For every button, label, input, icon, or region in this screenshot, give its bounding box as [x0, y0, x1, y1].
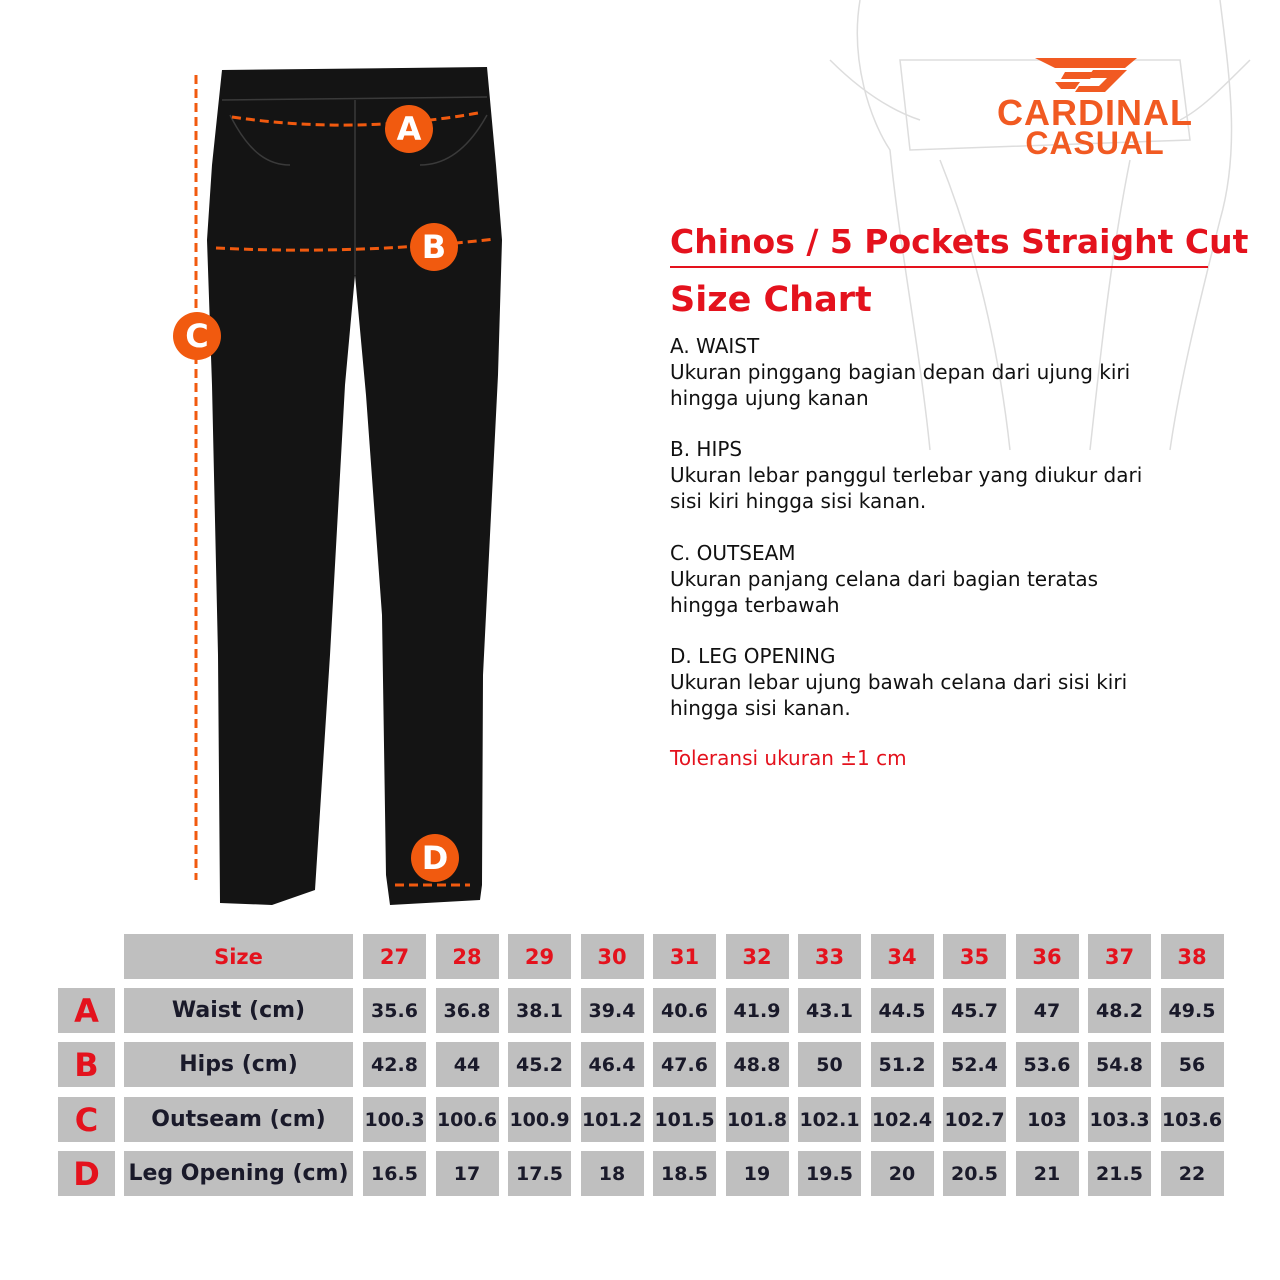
cardinal-logo-mark — [1035, 58, 1137, 92]
description-text: Ukuran lebar ujung bawah celana dari sis… — [670, 670, 1128, 720]
description-text: Ukuran panjang celana dari bagian terata… — [670, 567, 1099, 617]
measurement-cell: 101.5 — [653, 1097, 716, 1142]
size-header-cell: 32 — [725, 934, 789, 979]
measurement-cell: 19 — [725, 1151, 789, 1196]
size-header-cell: 35 — [943, 934, 1006, 979]
size-header-cell: 28 — [435, 934, 499, 979]
title-divider — [670, 266, 1208, 268]
measurement-cell: 50 — [798, 1042, 861, 1087]
row-letter: B — [58, 1042, 115, 1087]
measurement-cell: 47 — [1015, 988, 1079, 1033]
size-header-cell: 38 — [1160, 934, 1224, 979]
row-label: Outseam (cm) — [124, 1097, 353, 1142]
description-heading: A. WAIST — [670, 334, 760, 358]
measurement-cell: 53.6 — [1015, 1042, 1079, 1087]
measurement-cell: 102.1 — [798, 1097, 861, 1142]
product-title: Chinos / 5 Pockets Straight Cut — [670, 222, 1249, 261]
measurement-cell: 49.5 — [1160, 988, 1224, 1033]
measurement-cell: 100.6 — [435, 1097, 499, 1142]
measurement-cell: 41.9 — [725, 988, 789, 1033]
brand-line-1: CARDINAL — [997, 92, 1193, 133]
measurement-cell: 45.2 — [508, 1042, 571, 1087]
pants-illustration — [194, 67, 502, 905]
description-text: Ukuran pinggang bagian depan dari ujung … — [670, 360, 1131, 410]
measurement-cell: 36.8 — [435, 988, 499, 1033]
measurement-cell: 21.5 — [1088, 1151, 1151, 1196]
measurement-cell: 39.4 — [580, 988, 644, 1033]
description-text: Ukuran lebar panggul terlebar yang diuku… — [670, 463, 1143, 513]
measurement-cell: 22 — [1160, 1151, 1224, 1196]
size-header-cell: 27 — [363, 934, 426, 979]
measurement-cell: 21 — [1015, 1151, 1079, 1196]
description-waist: A. WAIST Ukuran pinggang bagian depan da… — [670, 333, 1170, 411]
row-label: Waist (cm) — [124, 988, 353, 1033]
measurement-cell: 38.1 — [508, 988, 571, 1033]
measurement-cell: 18.5 — [653, 1151, 716, 1196]
measurement-cell: 48.2 — [1088, 988, 1151, 1033]
description-heading: D. LEG OPENING — [670, 644, 836, 668]
brand-logo: CARDINAL CASUAL — [980, 92, 1210, 161]
brand-line-2: CASUAL — [1025, 125, 1165, 161]
description-heading: B. HIPS — [670, 437, 743, 461]
marker-a: A — [385, 105, 433, 153]
size-header-cell: 34 — [870, 934, 934, 979]
measurement-cell: 44 — [435, 1042, 499, 1087]
measurement-cell: 35.6 — [363, 988, 426, 1033]
measurement-cell: 47.6 — [653, 1042, 716, 1087]
tolerance-note: Toleransi ukuran ±1 cm — [670, 746, 907, 770]
measurement-cell: 20 — [870, 1151, 934, 1196]
size-header-label: Size — [124, 934, 353, 979]
measurement-cell: 52.4 — [943, 1042, 1006, 1087]
measurement-cell: 54.8 — [1088, 1042, 1151, 1087]
description-leg-opening: D. LEG OPENING Ukuran lebar ujung bawah … — [670, 643, 1170, 721]
measurement-cell: 43.1 — [798, 988, 861, 1033]
marker-b: B — [410, 223, 458, 271]
measurement-cell: 17.5 — [508, 1151, 571, 1196]
measurement-cell: 48.8 — [725, 1042, 789, 1087]
size-header-cell: 31 — [653, 934, 716, 979]
size-chart-heading: Size Chart — [670, 280, 872, 320]
measurement-cell: 56 — [1160, 1042, 1224, 1087]
measurement-cell: 103 — [1015, 1097, 1079, 1142]
marker-d: D — [411, 834, 459, 882]
measurement-cell: 102.4 — [870, 1097, 934, 1142]
measurement-cell: 46.4 — [580, 1042, 644, 1087]
measurement-cell: 101.2 — [580, 1097, 644, 1142]
marker-c: C — [173, 312, 221, 360]
measurement-cell: 103.6 — [1160, 1097, 1224, 1142]
measurement-cell: 19.5 — [798, 1151, 861, 1196]
measurement-cell: 51.2 — [870, 1042, 934, 1087]
size-header-cell: 30 — [580, 934, 644, 979]
description-heading: C. OUTSEAM — [670, 541, 796, 565]
row-letter: A — [58, 988, 115, 1033]
row-label: Hips (cm) — [124, 1042, 353, 1087]
measurement-cell: 45.7 — [943, 988, 1006, 1033]
measurement-cell: 44.5 — [870, 988, 934, 1033]
row-letter: C — [58, 1097, 115, 1142]
measurement-cell: 17 — [435, 1151, 499, 1196]
measurement-cell: 16.5 — [363, 1151, 426, 1196]
size-header-cell: 37 — [1088, 934, 1151, 979]
measurement-cell: 20.5 — [943, 1151, 1006, 1196]
measurement-cell: 18 — [580, 1151, 644, 1196]
size-header-cell: 29 — [508, 934, 571, 979]
size-header-cell: 36 — [1015, 934, 1079, 979]
row-letter: D — [58, 1151, 115, 1196]
description-outseam: C. OUTSEAM Ukuran panjang celana dari ba… — [670, 540, 1170, 618]
measurement-cell: 100.9 — [508, 1097, 571, 1142]
measurement-cell: 102.7 — [943, 1097, 1006, 1142]
row-label: Leg Opening (cm) — [124, 1151, 353, 1196]
description-hips: B. HIPS Ukuran lebar panggul terlebar ya… — [670, 436, 1170, 514]
measurement-cell: 42.8 — [363, 1042, 426, 1087]
measurement-cell: 103.3 — [1088, 1097, 1151, 1142]
measurement-cell: 101.8 — [725, 1097, 789, 1142]
measurement-cell: 100.3 — [363, 1097, 426, 1142]
measurement-cell: 40.6 — [653, 988, 716, 1033]
size-header-cell: 33 — [798, 934, 861, 979]
